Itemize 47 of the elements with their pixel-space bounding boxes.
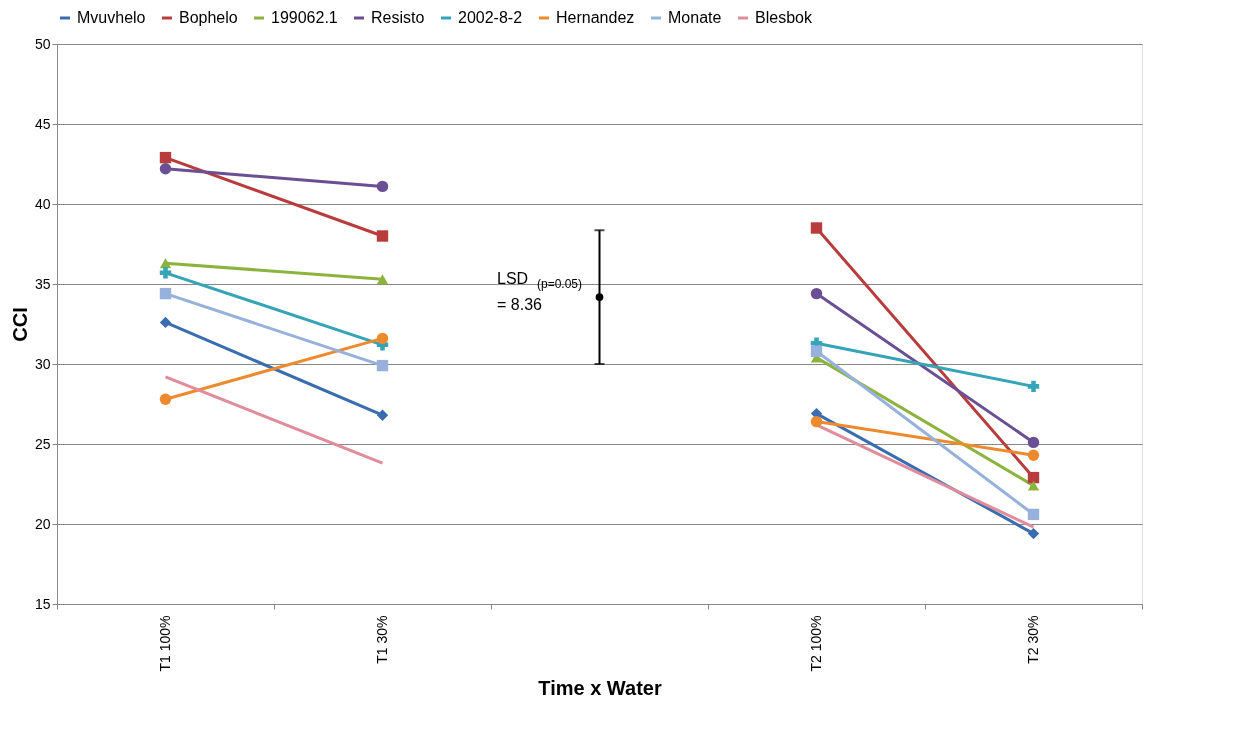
point [159,163,172,175]
point [810,222,823,234]
legend-label: Mvuvhelo [77,9,146,26]
point [810,415,823,428]
x-tick-label: T1 100% [157,615,173,672]
point [376,359,389,372]
point [376,332,389,345]
legend-label: Monate [668,9,722,26]
legend-label: 2002-8-2 [458,9,523,26]
point [810,287,823,300]
point [159,151,172,164]
legend-label: Hernandez [556,9,635,26]
point [376,180,389,193]
x-tick-label: T1 30% [374,615,390,664]
y-tick-label: 45 [34,115,51,132]
y-tick-label: 20 [34,515,51,532]
point [159,287,172,300]
y-tick-label: 15 [34,595,51,612]
y-tick-label: 25 [34,435,51,452]
point [1027,527,1040,540]
x-tick-label: T2 100% [808,615,824,672]
point [1027,380,1040,393]
point [1027,471,1040,484]
x-axis-title: Time x Water [538,677,662,700]
y-axis-title: CCI [8,307,31,342]
point [376,230,389,242]
point [1027,508,1040,521]
point [376,274,389,285]
point [159,393,172,405]
point [1027,436,1040,449]
x-tick-label: T2 30% [1025,615,1041,664]
point [810,345,823,357]
y-tick-label: 50 [34,35,51,52]
y-tick-label: 35 [34,275,51,292]
legend-label: Bophelo [179,9,238,26]
y-tick-label: 30 [34,355,51,372]
point [376,409,389,421]
legend-label: 199062.1 [271,9,338,26]
point [159,316,172,329]
point [159,258,172,269]
annotation: LSD(p=0.05) = 8.36 [497,270,583,313]
legend-label: Resisto [371,9,425,26]
point [1027,480,1040,491]
legend-label: Blesbok [755,9,813,26]
point [1027,449,1040,461]
point [159,267,172,279]
y-tick-label: 40 [34,195,51,212]
